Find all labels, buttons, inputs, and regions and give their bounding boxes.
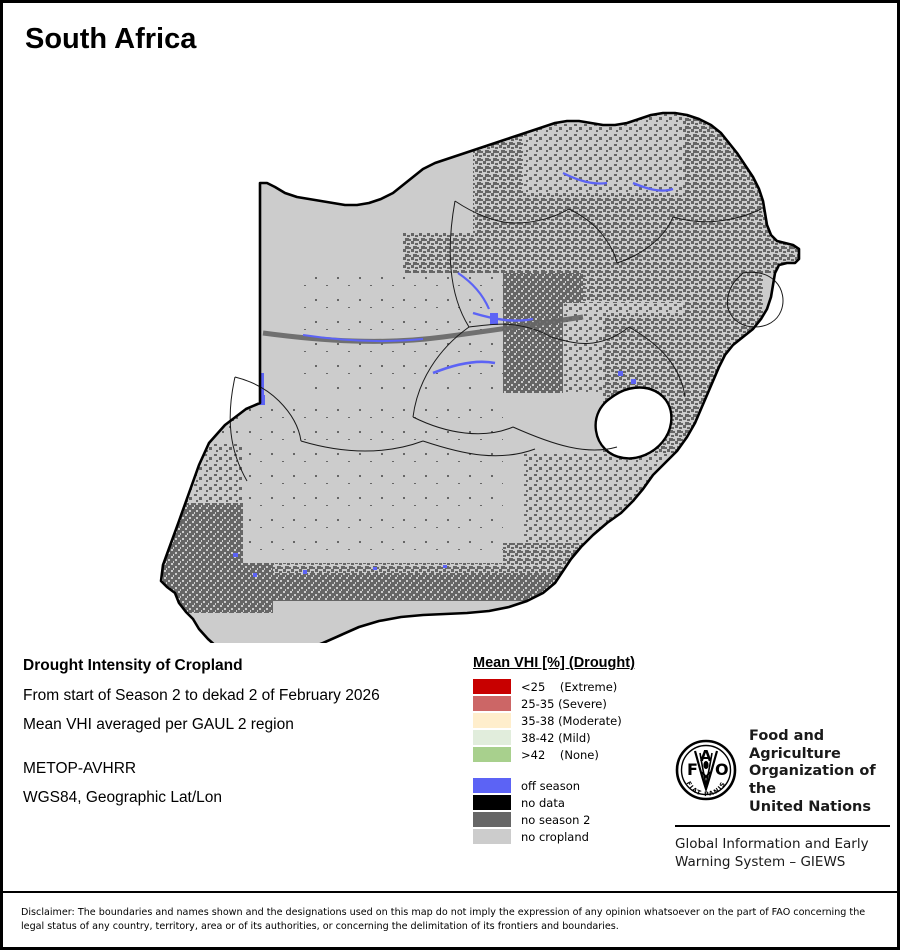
- raster-off-season-blob-6: [233, 553, 238, 557]
- info-period: From start of Season 2 to dekad 2 of Feb…: [23, 686, 380, 704]
- svg-text:A: A: [700, 747, 712, 765]
- fao-name-line-1: Food and Agriculture: [749, 728, 841, 762]
- raster-off-season-blob-8: [303, 570, 307, 574]
- raster-off-season-blob-5: [631, 379, 636, 384]
- fao-name-line-2: Organization of the: [749, 763, 876, 798]
- legend-label-mild: 38-42 (Mild): [521, 730, 591, 745]
- map-info-block: Drought Intensity of Cropland From start…: [23, 658, 463, 820]
- info-sensor: METOP-AVHRR: [23, 759, 137, 777]
- raster-off-season-limpopo-river: [562, 172, 608, 185]
- giews-label: Global Information and Early Warning Sys…: [675, 836, 890, 872]
- fao-divider: [675, 825, 890, 828]
- legend-spacer: [473, 763, 673, 777]
- disclaimer-divider: [3, 891, 897, 893]
- legend-label-moderate: 35-38 (Moderate): [521, 713, 622, 728]
- admin-line-westerncape-ne: [422, 440, 536, 457]
- raster-off-season-blob-4: [618, 371, 623, 376]
- admin-line-westerncape-n: [300, 440, 424, 452]
- legend-swatch-mild: [473, 730, 511, 745]
- admin-line-easterncape-n: [512, 426, 618, 451]
- legend-swatch-no-data: [473, 795, 511, 810]
- legend-label-no-cropland: no cropland: [521, 829, 589, 844]
- legend-swatch-off-season: [473, 778, 511, 793]
- admin-line-freestate-w: [412, 326, 470, 418]
- legend-item-off-season[interactable]: off season: [473, 777, 673, 794]
- legend-item-no-data[interactable]: no data: [473, 794, 673, 811]
- fao-branding: F A O FIAT PANIS Food and Agriculture Or…: [675, 728, 890, 872]
- legend-label-severe: 25-35 (Severe): [521, 696, 607, 711]
- lesotho-enclave: [594, 386, 673, 460]
- admin-line-mpumalanga-n: [672, 208, 762, 223]
- fao-name-line-3: United Nations: [749, 798, 871, 815]
- legend-item-mild[interactable]: 38-42 (Mild): [473, 729, 673, 746]
- info-projection: WGS84, Geographic Lat/Lon: [23, 789, 223, 806]
- admin-boundaries: [229, 200, 784, 482]
- raster-off-season-vaal: [472, 311, 534, 322]
- raster-off-season-blob-10: [443, 565, 447, 568]
- svg-text:O: O: [715, 760, 729, 779]
- svg-text:F: F: [687, 760, 698, 779]
- raster-off-season-blob-3: [490, 313, 498, 325]
- map-legend: Mean VHI [%] (Drought) <25 (Extreme) 25-…: [473, 655, 673, 845]
- legend-label-off-season: off season: [521, 778, 581, 793]
- disclaimer-text: Disclaimer: The boundaries and names sho…: [21, 907, 866, 932]
- legend-label-none: >42 (None): [521, 747, 599, 762]
- raster-off-season-blob-2: [259, 395, 265, 405]
- giews-line-1: Global Information and Early: [675, 836, 869, 853]
- legend-item-no-season-2[interactable]: no season 2: [473, 811, 673, 828]
- raster-off-season-blob-7: [253, 573, 257, 577]
- legend-item-extreme[interactable]: <25 (Extreme): [473, 678, 673, 695]
- admin-line-freestate-ne: [550, 326, 630, 344]
- fao-logo-row: F A O FIAT PANIS Food and Agriculture Or…: [675, 728, 890, 816]
- raster-off-season-limpopo-east: [632, 181, 674, 192]
- admin-line-westerncape-nw: [234, 376, 302, 442]
- fao-organization-name: Food and Agriculture Organization of the…: [749, 728, 890, 816]
- legend-title: Mean VHI [%] (Drought): [473, 655, 635, 671]
- admin-line-gauteng-e: [616, 216, 674, 264]
- legend-swatch-extreme: [473, 679, 511, 694]
- legend-swatch-no-season-2: [473, 812, 511, 827]
- legend-item-severe[interactable]: 25-35 (Severe): [473, 695, 673, 712]
- admin-line-freestate-n: [468, 323, 552, 338]
- giews-line-2: Warning System – GIEWS: [675, 854, 846, 871]
- raster-sparse-karoo: [243, 403, 503, 563]
- raster-off-season-orange-river: [302, 334, 424, 343]
- raster-off-season-blob-9: [373, 567, 377, 570]
- legend-item-moderate[interactable]: 35-38 (Moderate): [473, 712, 673, 729]
- info-heading: Drought Intensity of Cropland: [23, 657, 243, 674]
- legend-item-no-cropland[interactable]: no cropland: [473, 828, 673, 845]
- admin-line-freestate-s: [412, 416, 514, 435]
- legend-label-extreme: <25 (Extreme): [521, 679, 618, 694]
- country-outline-south-africa: [159, 111, 801, 643]
- legend-swatch-none: [473, 747, 511, 762]
- info-metric: Mean VHI averaged per GAUL 2 region: [23, 716, 294, 733]
- map-canvas[interactable]: [3, 73, 897, 643]
- legend-label-no-season-2: no season 2: [521, 812, 591, 827]
- legend-label-no-data: no data: [521, 795, 565, 810]
- legend-swatch-severe: [473, 696, 511, 711]
- page-title: South Africa: [25, 23, 197, 55]
- admin-line-kzn-w: [628, 326, 686, 398]
- admin-line-gauteng-w: [568, 208, 618, 264]
- raster-off-season-riet: [432, 360, 496, 375]
- raster-no-season2-mpumalanga: [683, 113, 799, 253]
- raster-off-season-vaal-upper: [457, 272, 491, 310]
- admin-line-westerncape-w: [229, 376, 248, 482]
- fao-logo-icon: F A O FIAT PANIS: [675, 739, 737, 806]
- legend-item-none[interactable]: >42 (None): [473, 746, 673, 763]
- legend-swatch-no-cropland: [473, 829, 511, 844]
- info-spacer: [23, 747, 463, 761]
- admin-line-limpopo: [454, 200, 570, 224]
- legend-swatch-moderate: [473, 713, 511, 728]
- admin-line-northwest: [449, 200, 470, 328]
- raster-orange-river-corridor: [262, 314, 584, 344]
